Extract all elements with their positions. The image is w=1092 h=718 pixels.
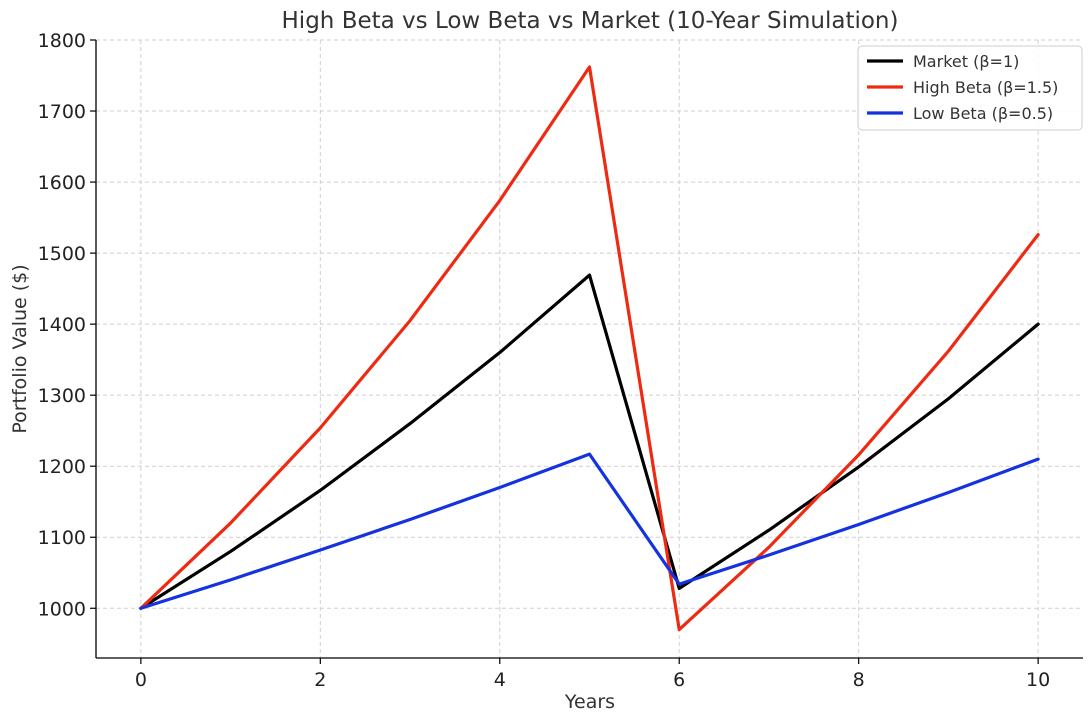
y-tick-label: 1000 — [38, 598, 86, 620]
legend-label: High Beta (β=1.5) — [913, 78, 1058, 97]
y-tick-label: 1300 — [38, 385, 86, 407]
y-tick-label: 1100 — [38, 527, 86, 549]
series-line-3 — [139, 452, 1040, 610]
series-lines — [139, 65, 1040, 632]
y-tick-label: 1800 — [38, 30, 86, 52]
x-tick-label: 8 — [853, 669, 865, 691]
x-tick-label: 6 — [673, 669, 685, 691]
x-tick-label: 0 — [135, 669, 147, 691]
chart-title: High Beta vs Low Beta vs Market (10-Year… — [282, 8, 899, 34]
grid — [96, 39, 1083, 658]
y-tick-label: 1400 — [38, 314, 86, 336]
x-axis-label: Years — [564, 691, 615, 713]
y-axis-label: Portfolio Value ($) — [9, 264, 31, 433]
series-line-2 — [139, 65, 1040, 632]
x-tick-label: 10 — [1026, 669, 1050, 691]
legend-label: Low Beta (β=0.5) — [913, 104, 1053, 123]
y-tick-label: 1700 — [38, 101, 86, 123]
legend-box — [857, 45, 1083, 131]
y-tick-label: 1600 — [38, 172, 86, 194]
x-tick-label: 4 — [494, 669, 506, 691]
legend-label: Market (β=1) — [913, 52, 1019, 71]
y-tick-label: 1200 — [38, 456, 86, 478]
x-tick-label: 2 — [314, 669, 326, 691]
ticks: 0 2 4 6 8 10 1000 1100 1200 1300 1400 1500 1600 1700 1… — [38, 30, 1051, 691]
series-line-1 — [139, 273, 1040, 610]
legend: Market (β=1) High Beta (β=1.5) Low Beta (β… — [857, 45, 1083, 131]
y-tick-label: 1500 — [38, 243, 86, 265]
axes — [95, 40, 1083, 659]
